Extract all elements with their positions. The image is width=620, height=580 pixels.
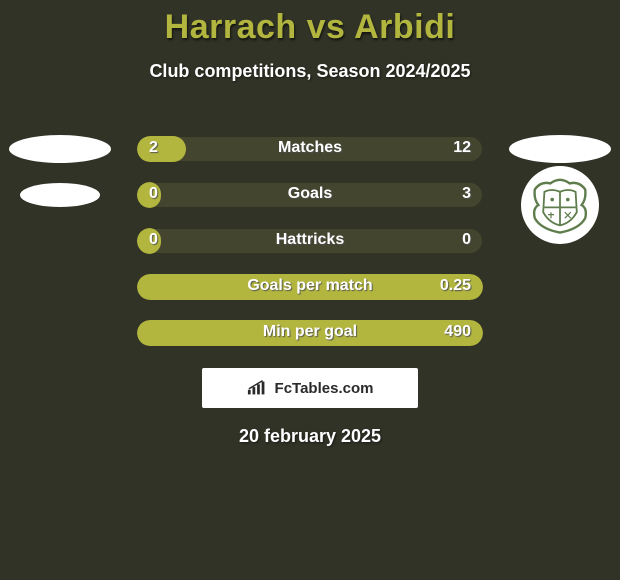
stat-row-gpm: Goals per match 0.25	[0, 264, 620, 310]
stat-label: Min per goal	[137, 323, 483, 341]
bar-chart-icon	[247, 380, 269, 396]
team-right-badge-ellipse	[509, 135, 611, 163]
stat-label: Goals per match	[137, 277, 483, 295]
stat-value-right: 490	[444, 323, 471, 341]
source-badge: FcTables.com	[202, 368, 418, 408]
stat-value-right: 3	[462, 185, 471, 203]
team-left-badge-ellipse	[9, 135, 111, 163]
stat-row-matches: 2 Matches 12	[0, 126, 620, 172]
stat-label: Matches	[137, 139, 483, 157]
stat-bar: 0 Hattricks 0	[137, 228, 483, 254]
subtitle: Club competitions, Season 2024/2025	[0, 61, 620, 82]
stat-bar: Goals per match 0.25	[137, 274, 483, 300]
footer-date: 20 february 2025	[0, 426, 620, 447]
team-left-badge-ellipse	[20, 183, 100, 207]
stat-bar: 2 Matches 12	[137, 136, 483, 162]
stat-row-hattricks: 0 Hattricks 0	[0, 218, 620, 264]
stat-bar: Min per goal 490	[137, 320, 483, 346]
stat-row-mpg: Min per goal 490	[0, 310, 620, 356]
stat-row-goals: 0 Goals 3	[0, 172, 620, 218]
source-label: FcTables.com	[275, 380, 374, 397]
stat-value-right: 0.25	[440, 277, 471, 295]
stat-value-right: 0	[462, 231, 471, 249]
page-title: Harrach vs Arbidi	[0, 8, 620, 47]
stat-value-right: 12	[453, 139, 471, 157]
stat-bar: 0 Goals 3	[137, 182, 483, 208]
stat-label: Hattricks	[137, 231, 483, 249]
stat-label: Goals	[137, 185, 483, 203]
